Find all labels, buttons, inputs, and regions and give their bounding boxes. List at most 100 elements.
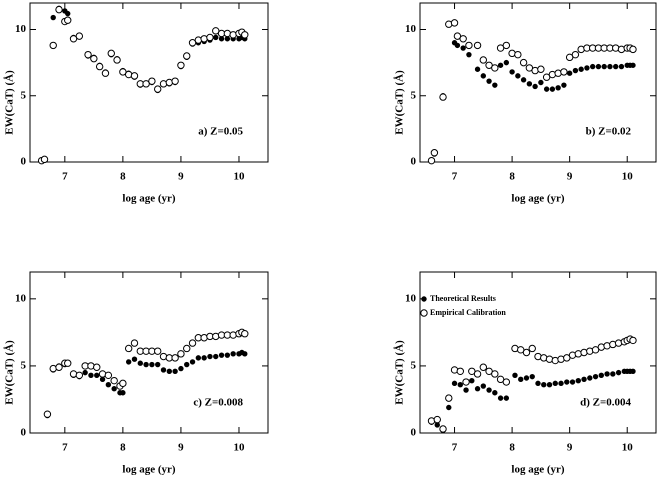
data-point (560, 68, 568, 76)
data-point (491, 370, 499, 378)
data-point (584, 65, 590, 71)
x-axis-label: log age (yr) (511, 193, 564, 205)
data-point (230, 351, 236, 357)
data-point (242, 351, 248, 357)
data-point (552, 380, 558, 387)
data-point (95, 62, 104, 71)
data-point (183, 52, 191, 60)
y-tick-label: 5 (411, 89, 417, 101)
data-point (529, 373, 535, 380)
data-point (479, 56, 488, 64)
data-point (486, 387, 492, 393)
data-point (480, 383, 487, 389)
y-axis-label: EW(CaT) (Å) (4, 340, 16, 405)
data-point (469, 377, 475, 384)
y-tick-label: 10 (15, 292, 27, 304)
data-point (149, 361, 155, 368)
data-point (629, 336, 637, 345)
data-point (90, 54, 98, 63)
x-tick-label: 8 (120, 171, 126, 183)
y-tick-label: 10 (405, 23, 417, 35)
x-tick-label: 10 (622, 171, 634, 183)
plot-frame (29, 271, 269, 434)
data-point (451, 380, 458, 387)
x-tick-label: 10 (233, 171, 245, 183)
y-tick-label: 5 (411, 359, 417, 371)
data-point (171, 354, 179, 362)
data-point (578, 66, 584, 72)
data-point (160, 367, 167, 373)
data-point (572, 67, 579, 74)
data-point (509, 69, 515, 75)
data-point (479, 363, 488, 371)
data-point (104, 371, 113, 380)
data-point (88, 372, 94, 379)
x-tick-label: 9 (178, 171, 184, 183)
data-point (439, 93, 447, 101)
data-point (224, 36, 231, 42)
y-tick-label: 0 (21, 156, 27, 168)
data-point (561, 82, 567, 88)
data-point (566, 70, 573, 76)
x-tick-label: 8 (120, 442, 126, 454)
data-point (598, 372, 605, 379)
y-tick-label: 0 (411, 427, 417, 439)
data-point (618, 63, 625, 70)
legend-label: Empirical Calibration (430, 308, 506, 317)
data-point (213, 353, 219, 360)
panel: 7 8 9 10 0 5 10 log age (yr) EW(CaT) (Å) c) Z=0.0… (4, 271, 269, 476)
data-point (456, 367, 464, 375)
x-tick-label: 7 (62, 171, 68, 183)
data-point (630, 62, 636, 68)
data-point (218, 352, 225, 358)
x-tick-label: 7 (62, 442, 68, 454)
annotation: c) Z=0.008 (193, 397, 243, 409)
data-point (459, 35, 467, 43)
data-point (503, 59, 510, 66)
data-point (460, 45, 466, 51)
data-point (526, 81, 533, 87)
data-point (172, 368, 178, 374)
data-point (188, 39, 197, 47)
data-point (207, 353, 213, 360)
data-point (486, 78, 492, 84)
x-axis-label: log age (yr) (122, 464, 175, 476)
data-point (563, 354, 571, 362)
x-tick-label: 7 (452, 171, 458, 183)
data-point (454, 42, 461, 49)
data-point (491, 64, 499, 72)
data-point (468, 367, 476, 375)
x-axis-label: log age (yr) (511, 464, 564, 476)
data-point (519, 58, 528, 67)
data-point (241, 330, 249, 338)
data-point (496, 375, 505, 384)
data-point (457, 382, 463, 388)
data-point (55, 363, 63, 371)
data-point (119, 379, 127, 388)
data-point (515, 73, 521, 79)
data-point (105, 382, 112, 388)
data-point (502, 378, 511, 386)
data-point (480, 73, 487, 79)
data-point (119, 68, 127, 76)
x-tick-label: 10 (233, 442, 245, 454)
data-point (154, 347, 162, 355)
data-point (131, 356, 138, 362)
data-point (155, 361, 161, 368)
data-point (430, 149, 439, 157)
x-tick-label: 9 (178, 442, 184, 454)
data-point (446, 404, 452, 411)
data-point (465, 41, 473, 50)
data-point (462, 378, 470, 386)
y-tick-label: 10 (405, 292, 417, 304)
data-point (124, 344, 133, 353)
data-point (189, 359, 196, 365)
data-point (218, 36, 225, 42)
data-point (178, 365, 184, 372)
data-point (492, 82, 498, 88)
y-tick-label: 5 (21, 89, 27, 101)
data-point (184, 361, 190, 368)
data-point (75, 32, 84, 40)
data-point (604, 371, 610, 377)
y-tick-label: 0 (411, 156, 417, 168)
